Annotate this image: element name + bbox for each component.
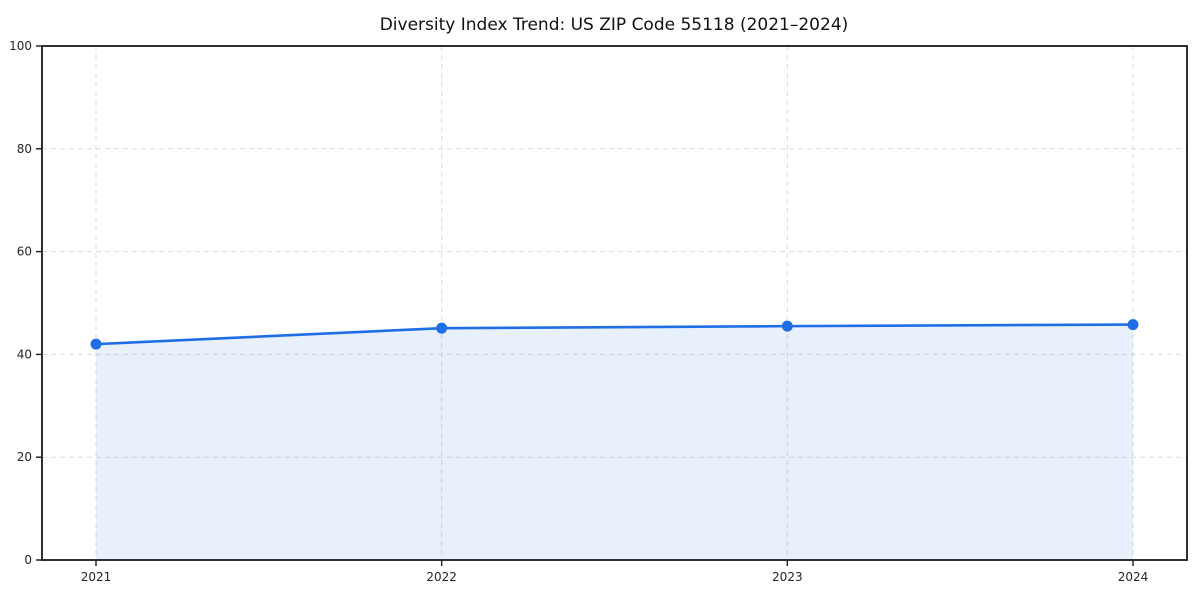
area-fill <box>96 324 1133 560</box>
data-point <box>1127 319 1139 331</box>
y-tick-label: 80 <box>17 142 32 156</box>
y-tick-label: 100 <box>9 39 32 53</box>
x-axis-ticks: 2021 2022 2023 2024 <box>81 560 1149 584</box>
data-point <box>781 320 793 332</box>
trend-line <box>94 323 1135 346</box>
x-tick-label: 2021 <box>81 570 112 584</box>
data-point-markers <box>90 319 1139 350</box>
y-tick-label: 20 <box>17 450 32 464</box>
area-series <box>96 324 1133 560</box>
gridlines <box>42 45 1187 561</box>
line-series <box>94 323 1135 346</box>
y-tick-label: 60 <box>17 245 32 259</box>
y-tick-label: 40 <box>17 347 32 361</box>
y-axis-ticks: 0 20 40 60 80 100 <box>9 39 42 567</box>
plot-border <box>41 45 1188 561</box>
axes <box>41 45 1188 561</box>
x-tick-label: 2022 <box>426 570 457 584</box>
data-point <box>436 322 448 334</box>
data-point <box>90 338 102 350</box>
x-tick-label: 2023 <box>772 570 803 584</box>
chart-title: Diversity Index Trend: US ZIP Code 55118… <box>380 15 849 35</box>
y-tick-label: 0 <box>24 553 32 567</box>
x-tick-label: 2024 <box>1118 570 1149 584</box>
